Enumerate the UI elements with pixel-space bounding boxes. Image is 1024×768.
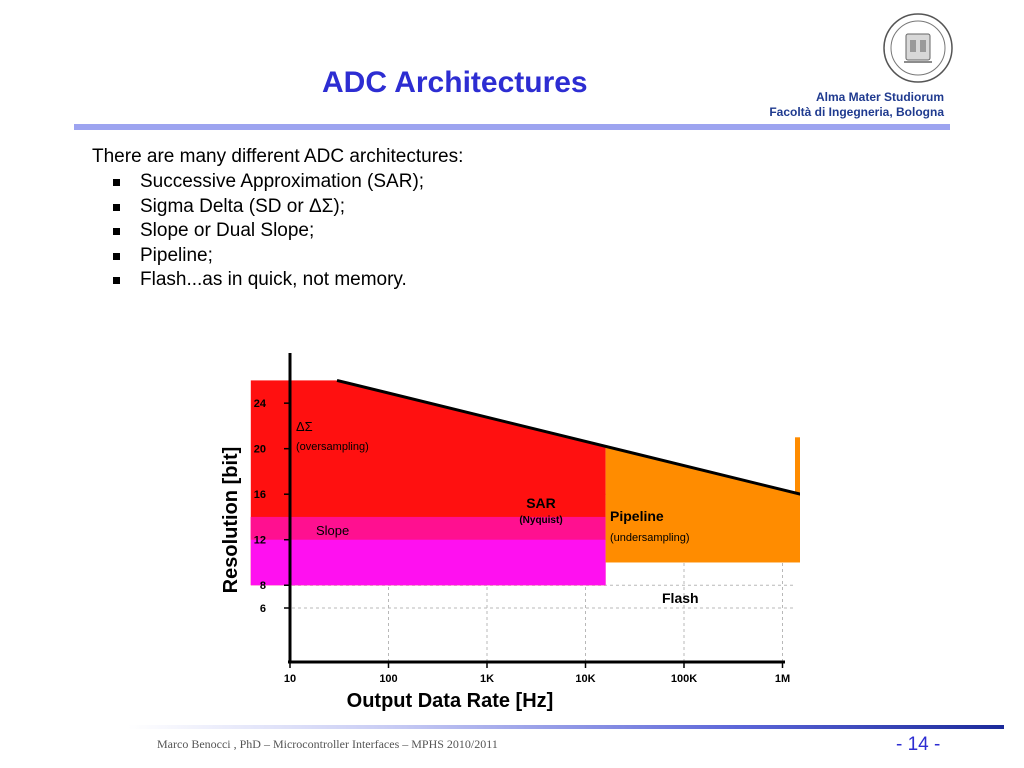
y-tick-label: 16 [254, 489, 266, 501]
bullet-square-icon [113, 228, 120, 235]
y-tick-label: 12 [254, 535, 266, 547]
y-tick-label: 24 [254, 398, 267, 410]
y-tick-label: 6 [260, 603, 266, 615]
bullet-square-icon [113, 203, 120, 211]
x-tick-label: 1M [775, 673, 790, 685]
x-tick-label: 10 [284, 673, 296, 685]
list-item-text: Sigma Delta (SD or ΔΣ); [140, 195, 345, 217]
university-seal-logo [883, 13, 953, 83]
list-item: Pipeline; [112, 244, 424, 269]
sigma-delta-label: ΔΣ [296, 419, 313, 434]
page-number: - 14 - [896, 734, 941, 755]
sar-label: SAR [526, 495, 556, 511]
list-item-text: Flash...as in quick, not memory. [140, 269, 407, 290]
pipeline-sublabel: (undersampling) [610, 532, 689, 544]
y-tick-label: 8 [260, 580, 266, 592]
institution-block: Alma Mater Studiorum Facoltà di Ingegner… [769, 90, 944, 120]
header-divider [74, 124, 950, 130]
sigma-delta-sublabel: (oversampling) [296, 441, 369, 453]
list-item-text: Slope or Dual Slope; [140, 220, 315, 241]
institution-line-1: Alma Mater Studiorum [815, 90, 944, 104]
x-tick-label: 100 [379, 673, 397, 685]
x-axis-title: Output Data Rate [Hz] [347, 690, 554, 712]
intro-text: There are many different ADC architectur… [92, 146, 464, 167]
list-item: Flash...as in quick, not memory. [112, 268, 424, 293]
above-limit-mask [292, 335, 795, 493]
slide-title: ADC Architectures [322, 66, 588, 99]
pipeline-label: Pipeline [610, 508, 664, 524]
bullet-square-icon [113, 252, 120, 260]
list-item: Slope or Dual Slope; [112, 219, 424, 244]
x-tick-label: 1K [480, 673, 494, 685]
list-item: Sigma Delta (SD or ΔΣ); [112, 195, 424, 220]
axes: 101001K10K100K1M10M100M1G6812162024Outpu… [220, 353, 790, 712]
x-tick-label: 100K [671, 673, 697, 685]
bullet-square-icon [113, 277, 120, 284]
list-item-text: Pipeline; [140, 244, 213, 266]
region-labels: ΔΣ (oversampling) Slope SAR (Nyquist) Pipelin… [296, 419, 699, 606]
institution-line-2: Facoltà di Ingegneria, Bologna [769, 105, 944, 119]
resolution-limit-line [336, 378, 800, 496]
x-tick-label: 10K [575, 673, 595, 685]
sar-sublabel: (Nyquist) [519, 515, 562, 526]
list-item: Successive Approximation (SAR); [112, 170, 424, 195]
y-axis-title: Resolution [bit] [220, 447, 242, 594]
limit-line-layer [292, 335, 800, 496]
adc-architecture-chart: 101001K10K100K1M10M100M1G6812162024Outpu… [220, 335, 800, 712]
architecture-regions [250, 380, 800, 586]
footer-divider [128, 725, 1004, 729]
list-item-text: Successive Approximation (SAR); [140, 171, 425, 192]
slope-overlap-band [250, 516, 606, 540]
flash-label: Flash [662, 590, 699, 606]
footer-text: Marco Benocci , PhD – Microcontroller In… [157, 737, 498, 751]
architecture-list: Successive Approximation (SAR); Sigma De… [112, 170, 424, 293]
slope-label: Slope [316, 523, 349, 538]
bullet-square-icon [113, 179, 120, 186]
y-tick-label: 20 [254, 444, 266, 456]
